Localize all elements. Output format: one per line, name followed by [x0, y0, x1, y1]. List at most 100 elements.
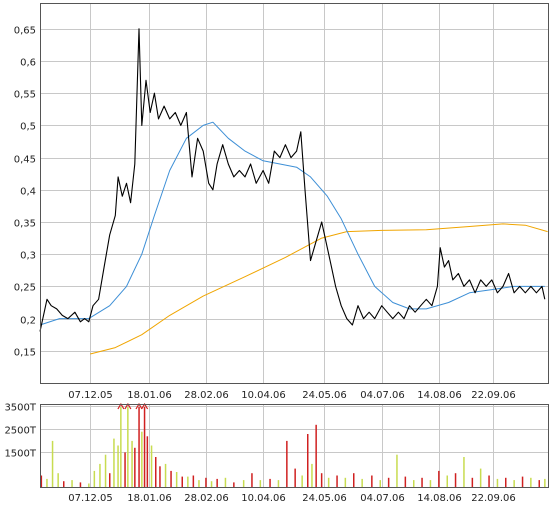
volume-bar	[99, 463, 101, 487]
volume-bar	[429, 480, 432, 487]
volume-x-tick-label: 24.05.06	[302, 493, 347, 504]
volume-bar	[479, 468, 482, 487]
volume-bar	[301, 475, 303, 487]
price-y-tick-label: 0,2	[20, 316, 36, 327]
long-moving-average-line	[90, 223, 548, 355]
price-x-tick-label: 28.02.06	[184, 390, 229, 401]
volume-bar	[251, 473, 253, 487]
volume-y-tick-label: 3500T	[4, 403, 36, 414]
volume-bar	[71, 480, 73, 487]
volume-bar	[361, 478, 363, 487]
price-panel: 0,15 0,2 0,25 0,3 0,35 0,4 0,45 0,5 0,55 0,6 0,65 0…	[14, 3, 549, 401]
price-x-tick-label: 07.12.05	[68, 390, 113, 401]
volume-bar	[521, 476, 524, 487]
volume-bar	[155, 457, 157, 487]
volume-bar	[143, 407, 146, 487]
volume-bar	[315, 424, 317, 488]
volume-bar	[413, 480, 415, 487]
volume-x-tick-label: 22.09.06	[471, 493, 516, 504]
volume-bar	[131, 440, 133, 487]
volume-bar	[538, 480, 540, 487]
volume-bar	[127, 407, 129, 487]
price-y-tick-label: 0,4	[20, 187, 36, 198]
price-y-tick-label: 0,25	[14, 283, 36, 294]
volume-x-tick-label: 07.12.05	[68, 493, 113, 504]
volume-bar	[46, 478, 48, 487]
volume-bar	[117, 445, 119, 487]
volume-bar	[371, 475, 373, 487]
price-x-tick-label: 14.08.06	[417, 390, 462, 401]
volume-plot-frame	[40, 404, 549, 488]
volume-bar	[150, 445, 153, 487]
volume-x-tick-label: 10.04.06	[241, 493, 286, 504]
volume-bar	[216, 478, 218, 487]
volume-bar	[505, 477, 507, 487]
volume-bar	[138, 407, 140, 487]
volume-bar	[311, 463, 313, 487]
volume-bar	[141, 431, 143, 487]
price-y-tick-label: 0,45	[14, 155, 36, 166]
volume-bar	[463, 457, 465, 487]
volume-bar	[379, 480, 381, 487]
volume-bar	[438, 470, 440, 487]
volume-bar	[210, 481, 213, 487]
volume-bar	[63, 481, 65, 487]
volume-bar	[57, 473, 59, 487]
volume-panel: 1500T 2500T 3500T 07.12.05 18.01.06 28.02.06 1…	[4, 403, 549, 504]
volume-bar	[307, 434, 309, 487]
volume-bar	[181, 476, 183, 487]
volume-x-tick-label: 18.01.06	[127, 493, 172, 504]
volume-bar	[454, 473, 457, 487]
volume-bar	[286, 440, 288, 487]
volume-bar	[109, 473, 111, 487]
volume-bar	[404, 476, 407, 487]
volume-bar	[336, 475, 338, 487]
volume-bar	[233, 482, 235, 487]
volume-bar	[192, 475, 195, 487]
volume-bar	[88, 483, 90, 487]
price-y-tick-label: 0,5	[20, 122, 36, 133]
volume-bar	[277, 480, 280, 487]
price-x-tick-label: 04.07.06	[360, 390, 405, 401]
volume-bar	[396, 454, 398, 487]
volume-bar	[164, 463, 167, 487]
price-y-tick-label: 0,55	[14, 90, 36, 101]
volume-bar	[344, 477, 347, 487]
price-y-tick-label: 0,15	[14, 348, 36, 359]
volume-bar	[446, 475, 448, 487]
volume-bar	[104, 454, 107, 487]
price-y-tick-label: 0,6	[20, 58, 36, 69]
price-x-tick-label: 18.01.06	[127, 390, 172, 401]
volume-y-tick-label: 1500T	[4, 449, 36, 460]
volume-bar	[120, 407, 122, 487]
volume-bar	[175, 472, 178, 487]
volume-bar	[471, 477, 474, 487]
price-line	[39, 28, 546, 332]
volume-bar	[294, 468, 296, 487]
volume-bar	[134, 447, 136, 487]
volume-bar	[113, 438, 115, 487]
price-y-tick-label: 0,65	[14, 26, 36, 37]
volume-bar	[93, 470, 96, 487]
volume-x-tick-label: 28.02.06	[184, 493, 229, 504]
volume-bar	[146, 436, 149, 487]
volume-y-tick-label: 2500T	[4, 426, 36, 437]
volume-bar	[530, 477, 532, 487]
volume-bar	[205, 477, 207, 487]
price-y-tick-label: 0,3	[20, 251, 36, 262]
volume-bar	[544, 478, 546, 487]
volume-x-tick-label: 14.08.06	[417, 493, 462, 504]
volume-bar	[159, 466, 161, 488]
price-x-tick-label: 22.09.06	[471, 390, 516, 401]
price-plot-frame	[40, 3, 549, 384]
volume-bar	[513, 480, 515, 487]
volume-bar	[269, 478, 271, 487]
volume-bar	[187, 476, 189, 487]
price-x-tick-label: 24.05.06	[302, 390, 347, 401]
volume-bar	[224, 477, 227, 487]
volume-bar	[496, 478, 499, 487]
volume-bar	[124, 452, 126, 487]
price-y-tick-label: 0,35	[14, 219, 36, 230]
